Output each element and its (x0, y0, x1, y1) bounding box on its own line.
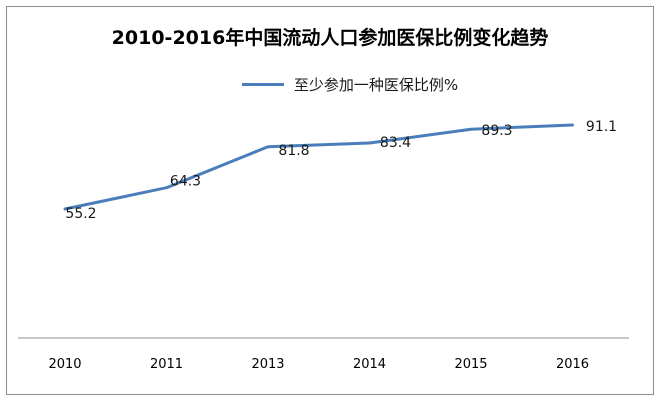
x-tick-label: 2015 (454, 357, 487, 372)
x-tick-label: 2016 (556, 357, 589, 372)
legend-swatch (241, 83, 284, 86)
data-label: 91.1 (586, 119, 617, 135)
data-label: 89.3 (481, 123, 512, 139)
x-tick-label: 2011 (150, 357, 183, 372)
chart-frame: 2010-2016年中国流动人口参加医保比例变化趋势 至少参加一种医保比例% (6, 6, 654, 395)
x-tick-label: 2013 (251, 357, 284, 372)
x-tick-label: 2010 (48, 357, 81, 372)
legend: 至少参加一种医保比例% (7, 74, 653, 95)
data-label: 55.2 (65, 206, 96, 222)
data-label: 81.8 (278, 143, 309, 159)
legend-label: 至少参加一种医保比例% (293, 76, 459, 94)
data-label: 64.3 (170, 174, 201, 190)
x-tick-label: 2014 (353, 357, 386, 372)
series-line (63, 123, 574, 211)
data-label: 83.4 (380, 135, 411, 151)
chart-title: 2010-2016年中国流动人口参加医保比例变化趋势 (111, 27, 549, 49)
